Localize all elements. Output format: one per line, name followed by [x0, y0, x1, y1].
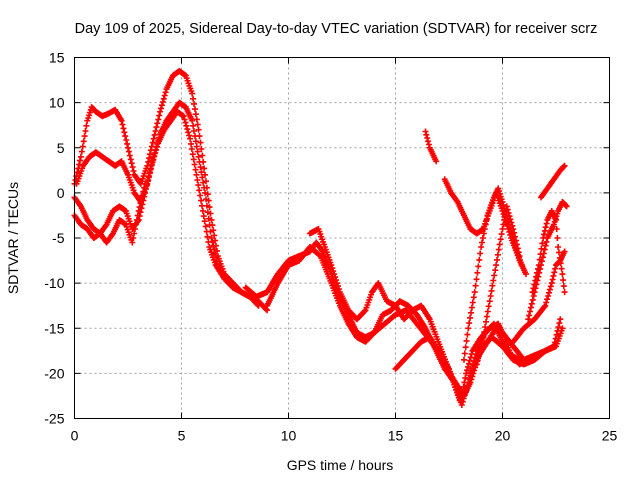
series-track-k [461, 185, 525, 363]
y-tick-label: -5 [52, 230, 65, 246]
y-tick-label: 5 [57, 140, 65, 156]
x-tick-label: 0 [71, 428, 79, 444]
y-tick-label: 10 [49, 95, 65, 111]
data-point-marks [422, 128, 440, 165]
data-marks [71, 68, 570, 408]
data-point-marks [538, 162, 568, 201]
data-point-marks [392, 316, 564, 399]
data-point-marks [510, 248, 568, 345]
x-tick-label: 10 [281, 428, 297, 444]
y-tick-label: -25 [44, 411, 64, 427]
y-tick-label: -10 [44, 275, 64, 291]
series-track-p [538, 162, 568, 201]
y-tick-label: -20 [44, 365, 64, 381]
series-track-l [473, 203, 523, 368]
x-axis-label: GPS time / hours [287, 457, 394, 473]
data-point-marks [525, 198, 570, 323]
data-point-marks [473, 203, 523, 368]
x-tick-label: 20 [495, 428, 511, 444]
series-track-o [525, 198, 570, 323]
plot-frame [74, 57, 610, 419]
y-axis-label: SDTVAR / TECUs [5, 182, 21, 294]
data-point-marks [461, 185, 525, 363]
series-track-m [510, 248, 568, 345]
x-tick-label: 15 [388, 428, 404, 444]
y-tick-label: 15 [49, 50, 65, 66]
y-tick-label: -15 [44, 320, 64, 336]
x-tick-label: 5 [178, 428, 186, 444]
chart-title: Day 109 of 2025, Sidereal Day-to-day VTE… [75, 21, 598, 37]
series-track-h [392, 316, 564, 399]
x-tick-label: 25 [602, 428, 618, 444]
y-tick-label: 0 [57, 185, 65, 201]
axis-ticks: 0 5 10 15 20 25 -25 -20 -15 -10 -5 0 5 10 15 [44, 50, 617, 444]
series-track-i [422, 128, 440, 165]
